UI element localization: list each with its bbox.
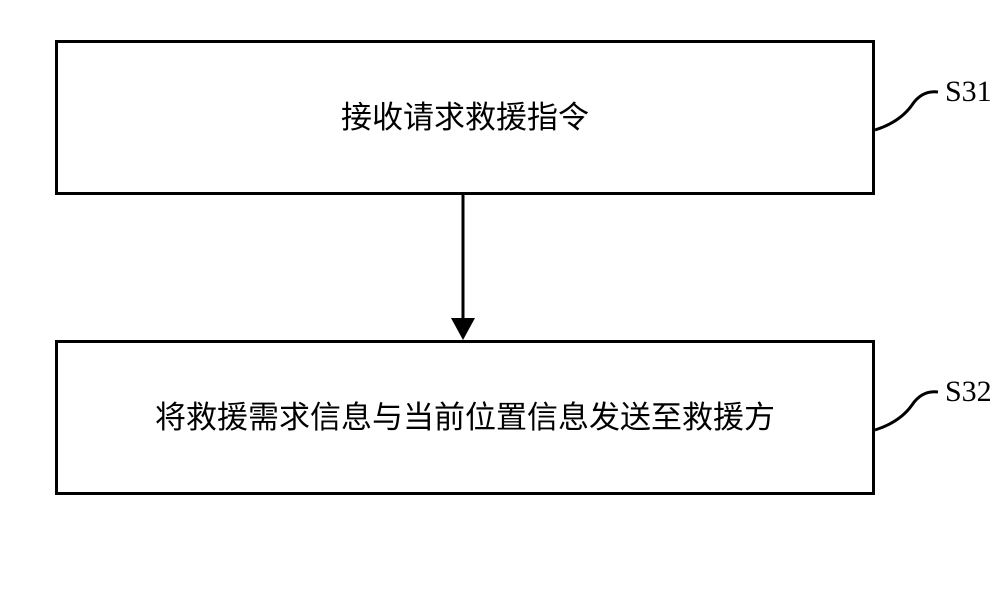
step-text: 接收请求救援指令 — [321, 96, 609, 139]
step-label: S32 — [945, 375, 992, 409]
flowchart-step-box: 将救援需求信息与当前位置信息发送至救援方 — [55, 340, 875, 495]
step-text: 将救援需求信息与当前位置信息发送至救援方 — [135, 396, 795, 439]
step-label: S31 — [945, 75, 992, 109]
flowchart-step-box: 接收请求救援指令 — [55, 40, 875, 195]
flowchart-container: 接收请求救援指令 S31 将救援需求信息与当前位置信息发送至救援方 S32 — [0, 0, 1000, 593]
